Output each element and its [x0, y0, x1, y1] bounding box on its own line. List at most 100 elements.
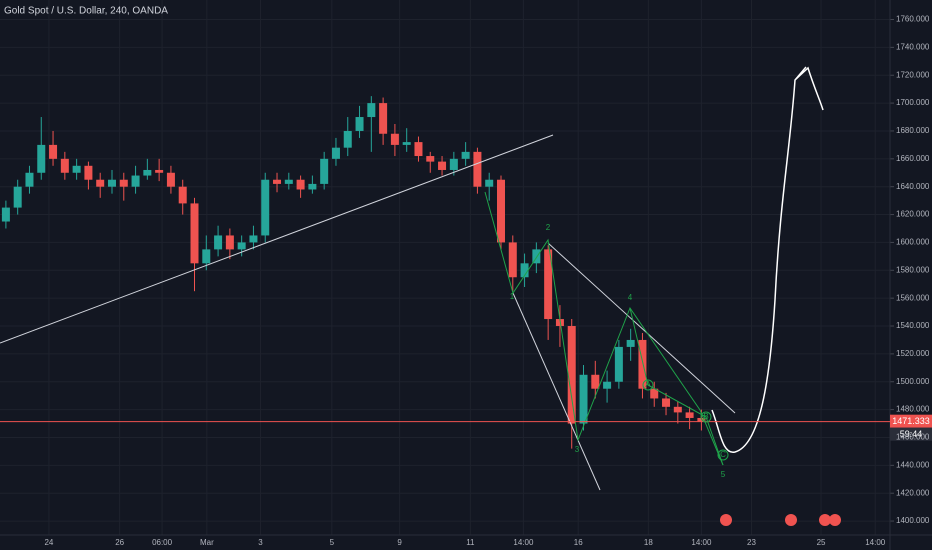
y-tick-label: 1580.000: [896, 265, 930, 274]
y-tick-label: 1460.000: [896, 433, 930, 442]
y-tick-label: 1740.000: [896, 42, 930, 51]
x-tick-label: 24: [44, 538, 53, 547]
candle-body: [544, 249, 553, 320]
candle-body: [178, 186, 187, 204]
wave-label-ring: [717, 449, 729, 461]
candle-body: [155, 169, 164, 173]
candle-body: [343, 130, 352, 148]
candle-body: [107, 179, 116, 187]
candle-body: [284, 179, 293, 184]
candle-body: [390, 133, 399, 145]
candle-body: [461, 151, 470, 159]
y-tick-label: 1560.000: [896, 293, 930, 302]
countdown: 59:44: [900, 429, 923, 439]
wave-label: A: [645, 380, 651, 389]
candle-body: [119, 179, 128, 187]
candle-body: [25, 172, 34, 187]
candle-body: [37, 144, 46, 173]
candle-body: [1, 207, 10, 222]
y-tick-label: 1680.000: [896, 126, 930, 135]
x-tick-label: 14:00: [865, 538, 886, 547]
candle-body: [273, 179, 282, 184]
candle-body: [96, 179, 105, 187]
candle-body: [249, 235, 258, 243]
candle-body: [320, 158, 329, 184]
candle-body: [414, 142, 423, 157]
wave-line: [629, 307, 724, 466]
candle-body: [331, 147, 340, 159]
countdown-box: [890, 427, 932, 441]
candle-body: [614, 346, 623, 382]
candle-body: [190, 203, 199, 264]
chart-title: Gold Spot / U.S. Dollar, 240, OANDA: [4, 6, 168, 17]
candle-body: [261, 179, 270, 236]
candle-body: [496, 179, 505, 243]
candle-body: [367, 103, 376, 118]
candle-body: [166, 172, 175, 187]
x-tick-label: 26: [115, 538, 124, 547]
candle-body: [520, 263, 529, 278]
y-tick-label: 1600.000: [896, 238, 930, 247]
wave-label-ring: [700, 411, 712, 423]
y-tick-label: 1480.000: [896, 405, 930, 414]
candle-body: [438, 161, 447, 170]
event-icons: [720, 514, 841, 526]
y-tick-label: 1440.000: [896, 460, 930, 469]
event-icon: [819, 514, 831, 526]
candle-body: [626, 339, 635, 347]
trend-line: [0, 134, 554, 344]
candles: [1, 96, 706, 449]
candle-body: [567, 326, 576, 424]
candle-body: [13, 186, 22, 208]
wave-line: [484, 191, 724, 466]
channel-line: [547, 242, 736, 414]
x-tick-label: 9: [397, 538, 402, 547]
wave-label: C: [720, 450, 726, 459]
candle-body: [84, 165, 93, 180]
x-tick-label: 3: [258, 538, 263, 547]
candle-body: [591, 374, 600, 389]
candle-body: [685, 412, 694, 418]
candle-body: [579, 374, 588, 424]
candle-body: [662, 398, 671, 407]
y-tick-label: 1700.000: [896, 98, 930, 107]
x-tick-label: 16: [574, 538, 583, 547]
projection-curve: [711, 66, 824, 453]
y-tick-label: 1540.000: [896, 321, 930, 330]
x-tick-label: 11: [466, 538, 475, 547]
y-tick-label: 1620.000: [896, 210, 930, 219]
candle-body: [402, 142, 411, 145]
x-tick-label: 25: [817, 538, 826, 547]
candle-body: [638, 339, 647, 389]
wave-label: 2: [546, 223, 551, 232]
candle-body: [60, 158, 69, 173]
x-tick-label: 23: [747, 538, 756, 547]
candle-body: [308, 183, 317, 190]
candle-body: [355, 117, 364, 131]
wave-label: 1: [510, 292, 515, 301]
price-box: [890, 414, 932, 428]
candle-body: [485, 179, 494, 187]
event-icon: [720, 514, 732, 526]
y-tick-label: 1420.000: [896, 488, 930, 497]
y-tick-label: 1720.000: [896, 70, 930, 79]
x-tick-label: 5: [330, 538, 335, 547]
candle-body: [72, 165, 81, 173]
event-icon: [785, 514, 797, 526]
channel-line: [512, 292, 601, 491]
candle-body: [49, 144, 58, 159]
candle-body: [532, 249, 541, 264]
event-icon: [829, 514, 841, 526]
candle-body: [225, 235, 234, 250]
x-tick-label: 14:00: [513, 538, 534, 547]
x-tick-label: 14:00: [691, 538, 712, 547]
candle-body: [449, 158, 458, 170]
wave-label: 4: [628, 293, 633, 302]
candle-body: [296, 179, 305, 190]
wave-label: 5: [721, 470, 726, 479]
candle-body: [603, 381, 612, 389]
price-label: 1471.333: [892, 416, 930, 426]
candle-body: [673, 406, 682, 413]
